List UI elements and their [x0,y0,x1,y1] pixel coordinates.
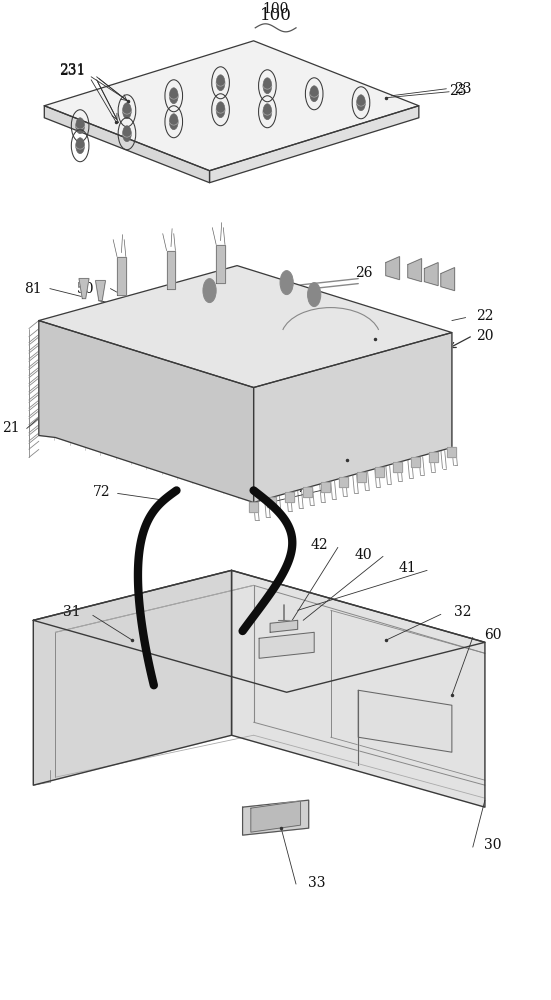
Text: 32: 32 [454,605,472,619]
Polygon shape [358,690,452,752]
Circle shape [263,104,272,120]
Polygon shape [270,620,298,632]
Polygon shape [33,570,485,692]
Circle shape [122,103,131,119]
Text: 41: 41 [399,561,417,575]
Polygon shape [39,266,452,388]
Polygon shape [242,800,309,835]
Text: 33: 33 [308,876,326,890]
Circle shape [356,95,365,111]
Polygon shape [267,497,276,507]
Polygon shape [117,257,126,295]
Circle shape [169,88,178,104]
Text: 23: 23 [449,84,466,98]
Text: 26: 26 [355,266,372,280]
Text: 81: 81 [24,282,42,296]
Polygon shape [393,462,402,472]
Text: 25: 25 [371,425,389,439]
Text: 21: 21 [2,421,20,435]
Polygon shape [166,251,175,289]
Text: 24: 24 [410,403,428,417]
Polygon shape [209,106,419,183]
Text: 72: 72 [93,485,111,499]
Text: 20: 20 [476,329,494,343]
Circle shape [280,271,293,295]
Polygon shape [339,477,348,487]
Polygon shape [424,263,438,286]
Circle shape [216,75,225,91]
Polygon shape [285,492,294,502]
Text: 60: 60 [484,628,502,642]
Text: 50: 50 [143,306,160,320]
Polygon shape [253,333,452,502]
Polygon shape [375,467,384,477]
Polygon shape [231,570,485,807]
Circle shape [75,118,84,134]
Text: 40: 40 [355,548,372,562]
Text: 81: 81 [99,301,116,315]
Text: 31: 31 [63,605,80,619]
Polygon shape [44,106,209,183]
Polygon shape [95,281,105,301]
Polygon shape [412,457,420,467]
Circle shape [203,279,216,303]
Polygon shape [44,41,419,171]
Polygon shape [441,268,455,291]
Circle shape [122,126,131,142]
Polygon shape [251,801,300,832]
Polygon shape [303,487,312,497]
Polygon shape [79,279,89,299]
Text: 71: 71 [297,481,315,495]
Text: 50: 50 [77,282,94,296]
Polygon shape [321,482,330,492]
Text: 231: 231 [58,63,85,77]
Polygon shape [408,259,422,282]
Polygon shape [386,257,399,280]
Polygon shape [33,570,231,785]
Circle shape [263,78,272,94]
Text: 231: 231 [58,64,85,78]
Text: 23: 23 [454,82,472,96]
Circle shape [75,138,84,154]
Text: 80: 80 [220,268,237,282]
Text: 30: 30 [484,838,502,852]
Circle shape [310,86,318,102]
Polygon shape [447,447,456,457]
Polygon shape [259,632,314,658]
Polygon shape [216,245,225,283]
Text: 100: 100 [260,7,291,24]
Text: 42: 42 [311,538,328,552]
Polygon shape [249,502,258,512]
Polygon shape [429,452,438,462]
Polygon shape [39,321,253,502]
Circle shape [216,102,225,118]
Circle shape [169,114,178,130]
Text: 100: 100 [262,2,289,16]
Text: 22: 22 [476,309,494,323]
Polygon shape [358,472,366,482]
Circle shape [307,283,321,307]
